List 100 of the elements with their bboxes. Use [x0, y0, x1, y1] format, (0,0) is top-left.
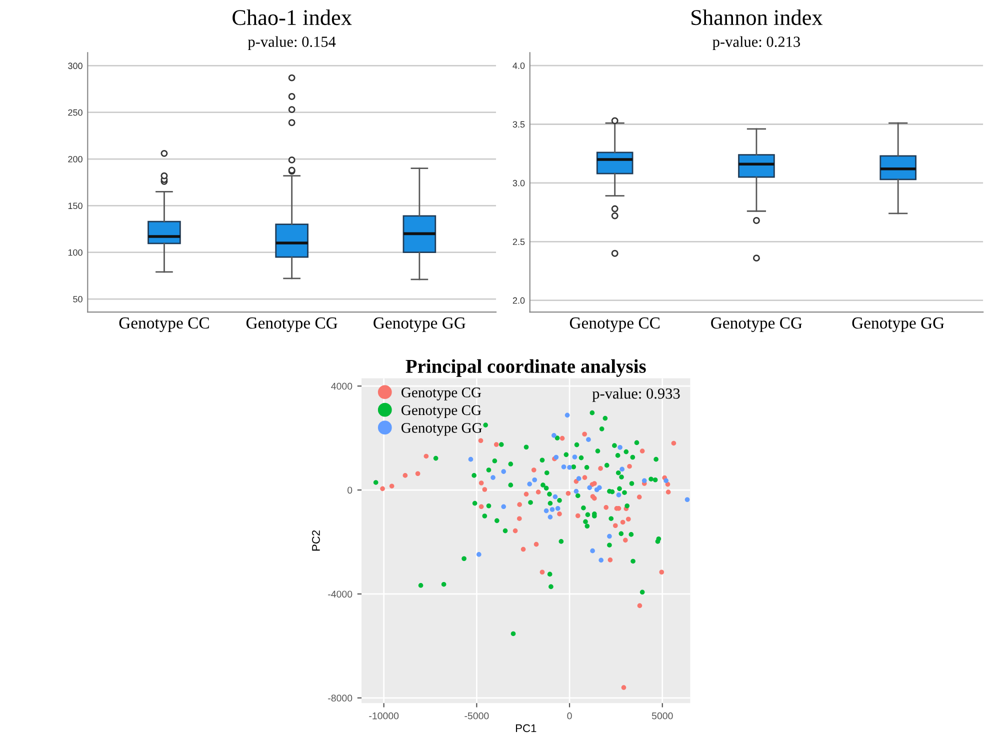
point	[552, 494, 558, 500]
point	[620, 466, 624, 472]
y-tick-label: 100	[68, 249, 82, 256]
point	[642, 478, 647, 484]
y-tick-label: 3.0	[512, 180, 525, 186]
point	[626, 516, 631, 522]
y-tick-label: 50	[73, 296, 82, 302]
point	[618, 444, 622, 450]
point	[531, 468, 536, 472]
point	[501, 504, 506, 510]
point	[572, 454, 578, 460]
point	[548, 514, 553, 520]
point	[478, 480, 484, 486]
x-tick-label: 0	[567, 712, 572, 720]
x-tick-label: -5000	[464, 712, 489, 720]
y-tick-label: -4000	[328, 590, 352, 598]
point	[582, 432, 587, 437]
legend-label: Genotype CG	[402, 405, 482, 418]
point	[620, 520, 626, 525]
y-tick-label: 200	[68, 156, 82, 162]
point	[598, 558, 604, 563]
point	[590, 548, 595, 554]
point	[592, 481, 597, 486]
point	[524, 492, 529, 497]
y-tick-label: 150	[68, 202, 82, 210]
point	[501, 469, 506, 474]
x-tick-label: Genotype CG	[246, 317, 338, 332]
point	[640, 448, 645, 454]
point	[664, 478, 668, 484]
point	[564, 412, 570, 418]
point	[616, 492, 622, 498]
point	[527, 482, 532, 486]
text: p-value: 0.154	[248, 36, 336, 50]
point	[520, 546, 526, 552]
legend-label: Genotype GG	[402, 423, 482, 436]
point	[555, 506, 560, 511]
point	[671, 440, 676, 446]
point	[380, 486, 385, 492]
chart-title: Shannon index	[692, 9, 823, 26]
point	[684, 497, 690, 502]
annotation: p-value: 0.933	[592, 388, 680, 402]
point	[544, 508, 549, 514]
point	[536, 490, 541, 494]
point	[478, 438, 484, 444]
point	[389, 484, 394, 489]
point	[476, 552, 482, 557]
point	[598, 466, 603, 471]
point	[478, 504, 484, 510]
point	[512, 528, 518, 534]
y-tick-label: 0	[347, 486, 352, 494]
point	[576, 476, 582, 481]
point	[560, 436, 565, 441]
point	[623, 538, 628, 543]
text: p-value: 0.213	[712, 36, 800, 50]
point	[424, 454, 429, 459]
point	[567, 464, 572, 470]
y-tick-label: 300	[68, 62, 82, 70]
point	[587, 485, 592, 490]
point	[586, 437, 591, 442]
point	[540, 570, 545, 575]
x-tick-label: 5000	[652, 712, 673, 720]
legend-label: Genotype CG	[402, 388, 482, 400]
x-tick-label: Genotype GG	[852, 317, 944, 332]
point	[582, 475, 588, 480]
point	[517, 502, 522, 507]
point	[557, 512, 562, 516]
point	[490, 475, 496, 480]
point	[494, 442, 499, 447]
x-tick-label: Genotype CC	[119, 317, 209, 332]
point	[604, 505, 609, 510]
x-axis-title: PC1	[516, 724, 536, 732]
point	[659, 570, 664, 575]
point	[534, 542, 539, 547]
point	[612, 523, 618, 528]
point	[666, 490, 671, 494]
point	[621, 685, 626, 690]
y-tick-label: -8000	[328, 694, 352, 702]
y-tick-label: 4000	[331, 382, 352, 390]
y-tick-label: 2.0	[512, 297, 525, 304]
x-tick-label: Genotype CG	[711, 317, 802, 332]
point	[608, 558, 613, 562]
x-tick-label: Genotype GG	[374, 317, 466, 332]
point	[607, 534, 612, 539]
point	[627, 464, 632, 469]
point	[575, 513, 580, 518]
point	[566, 490, 571, 496]
y-tick-label: 3.5	[512, 121, 525, 128]
point	[482, 487, 488, 492]
point	[468, 456, 474, 462]
y-tick-label: 250	[68, 109, 82, 116]
y-tick-label: 4.0	[512, 62, 525, 69]
y-axis-title: PC2	[312, 530, 320, 551]
chart-title: Principal coordinate analysis	[406, 359, 646, 377]
point	[574, 488, 579, 494]
point	[402, 473, 408, 478]
point	[415, 471, 420, 476]
x-tick-label: -10000	[369, 712, 399, 720]
point	[637, 603, 642, 608]
point	[561, 464, 566, 470]
chart-title: Chao-1 index	[232, 9, 352, 26]
